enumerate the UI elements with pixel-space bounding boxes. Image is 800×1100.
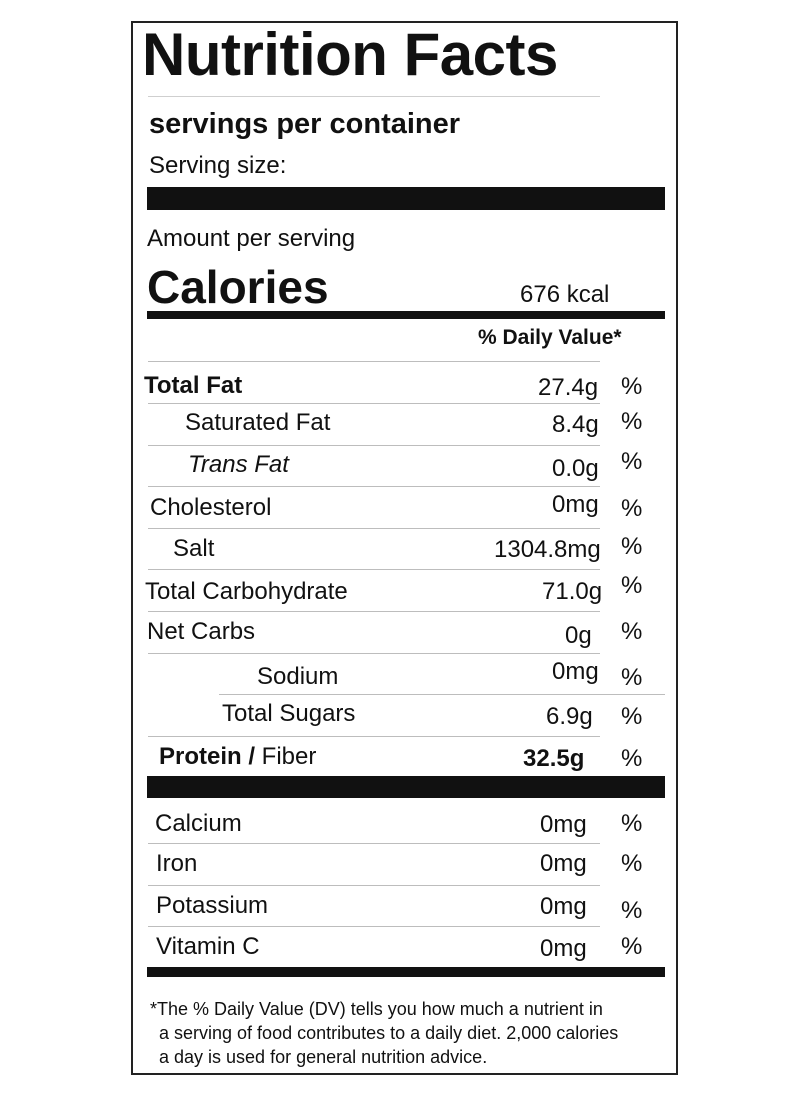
amount-per-serving: Amount per serving (147, 225, 356, 252)
vitamin-pct-calcium: % (621, 810, 643, 837)
row-divider (148, 736, 600, 737)
row-divider (148, 486, 600, 487)
row-divider (148, 611, 600, 612)
nutrient-pct-protein-fiber: % (621, 745, 643, 772)
nutrient-amount-saturated-fat: 8.4g (552, 411, 599, 438)
calories-label: Calories (147, 261, 329, 313)
vitamin-pct-vitamin-c: % (621, 933, 643, 960)
nutrient-name-net-carbs: Net Carbs (147, 618, 256, 645)
nutrient-pct-total-sugars: % (621, 703, 643, 730)
nutrient-amount-cholesterol: 0mg (552, 491, 599, 518)
nutrient-pct-cholesterol: % (621, 495, 643, 522)
row-divider (148, 361, 600, 362)
row-divider (148, 653, 600, 654)
vitamin-name-iron: Iron (156, 850, 198, 877)
calories-value: 676 kcal (520, 281, 610, 308)
daily-value-header: % Daily Value* (478, 326, 622, 349)
calories-divider (147, 311, 665, 319)
row-divider (148, 445, 600, 446)
nutrient-name-trans-fat: Trans Fat (188, 451, 289, 478)
thick-divider (147, 776, 665, 798)
nutrient-name-protein-fiber: Protein / Fiber (159, 743, 316, 771)
serving-size: Serving size: (149, 152, 287, 179)
bottom-divider (147, 967, 665, 977)
nutrient-amount-total-carbohydrate: 71.0g (542, 578, 603, 605)
protein-label: Protein / (159, 743, 256, 770)
footnote-line: a serving of food contributes to a daily… (159, 1023, 619, 1043)
row-divider (219, 694, 665, 695)
nutrient-pct-saturated-fat: % (621, 408, 643, 435)
nutrient-name-saturated-fat: Saturated Fat (185, 409, 331, 436)
nutrient-pct-sodium: % (621, 664, 643, 691)
nutrient-name-cholesterol: Cholesterol (150, 494, 272, 521)
nutrition-label (131, 21, 678, 1075)
fiber-label: Fiber (255, 743, 317, 770)
nutrient-pct-total-fat: % (621, 373, 643, 400)
nutrient-pct-salt: % (621, 533, 643, 560)
nutrient-amount-trans-fat: 0.0g (552, 455, 599, 482)
vitamin-amount-potassium: 0mg (540, 893, 587, 920)
vitamin-amount-vitamin-c: 0mg (540, 935, 587, 962)
row-divider (148, 403, 600, 404)
label-title: Nutrition Facts (142, 21, 558, 88)
nutrient-amount-protein-fiber: 32.5g (523, 745, 585, 772)
servings-per-container: servings per container (149, 108, 461, 140)
nutrient-name-sodium: Sodium (257, 663, 339, 690)
nutrient-amount-sodium: 0mg (552, 658, 599, 685)
title-divider (148, 96, 600, 97)
nutrient-pct-trans-fat: % (621, 448, 643, 475)
nutrient-name-total-fat: Total Fat (144, 372, 243, 399)
row-divider (148, 843, 600, 844)
nutrient-name-total-sugars: Total Sugars (222, 700, 356, 727)
row-divider (148, 885, 600, 886)
vitamin-pct-iron: % (621, 850, 643, 877)
nutrient-pct-total-carbohydrate: % (621, 572, 643, 599)
nutrient-name-salt: Salt (173, 535, 215, 562)
vitamin-amount-iron: 0mg (540, 850, 587, 877)
vitamin-pct-potassium: % (621, 897, 643, 924)
nutrient-amount-net-carbs: 0g (565, 622, 592, 649)
vitamin-name-calcium: Calcium (155, 810, 242, 837)
footnote-line: a day is used for general nutrition advi… (159, 1047, 488, 1067)
row-divider (148, 926, 600, 927)
row-divider (148, 569, 600, 570)
row-divider (148, 528, 600, 529)
vitamin-name-potassium: Potassium (156, 892, 269, 919)
nutrient-pct-net-carbs: % (621, 618, 643, 645)
vitamin-amount-calcium: 0mg (540, 811, 587, 838)
footnote-line: *The % Daily Value (DV) tells you how mu… (150, 999, 603, 1019)
nutrient-amount-total-sugars: 6.9g (546, 703, 593, 730)
footnote: *The % Daily Value (DV) tells you how mu… (150, 997, 670, 1069)
nutrient-name-total-carbohydrate: Total Carbohydrate (145, 578, 348, 605)
nutrient-amount-salt: 1304.8mg (494, 536, 601, 563)
nutrient-amount-total-fat: 27.4g (538, 374, 599, 401)
thick-divider (147, 187, 665, 210)
vitamin-name-vitamin-c: Vitamin C (156, 933, 260, 960)
